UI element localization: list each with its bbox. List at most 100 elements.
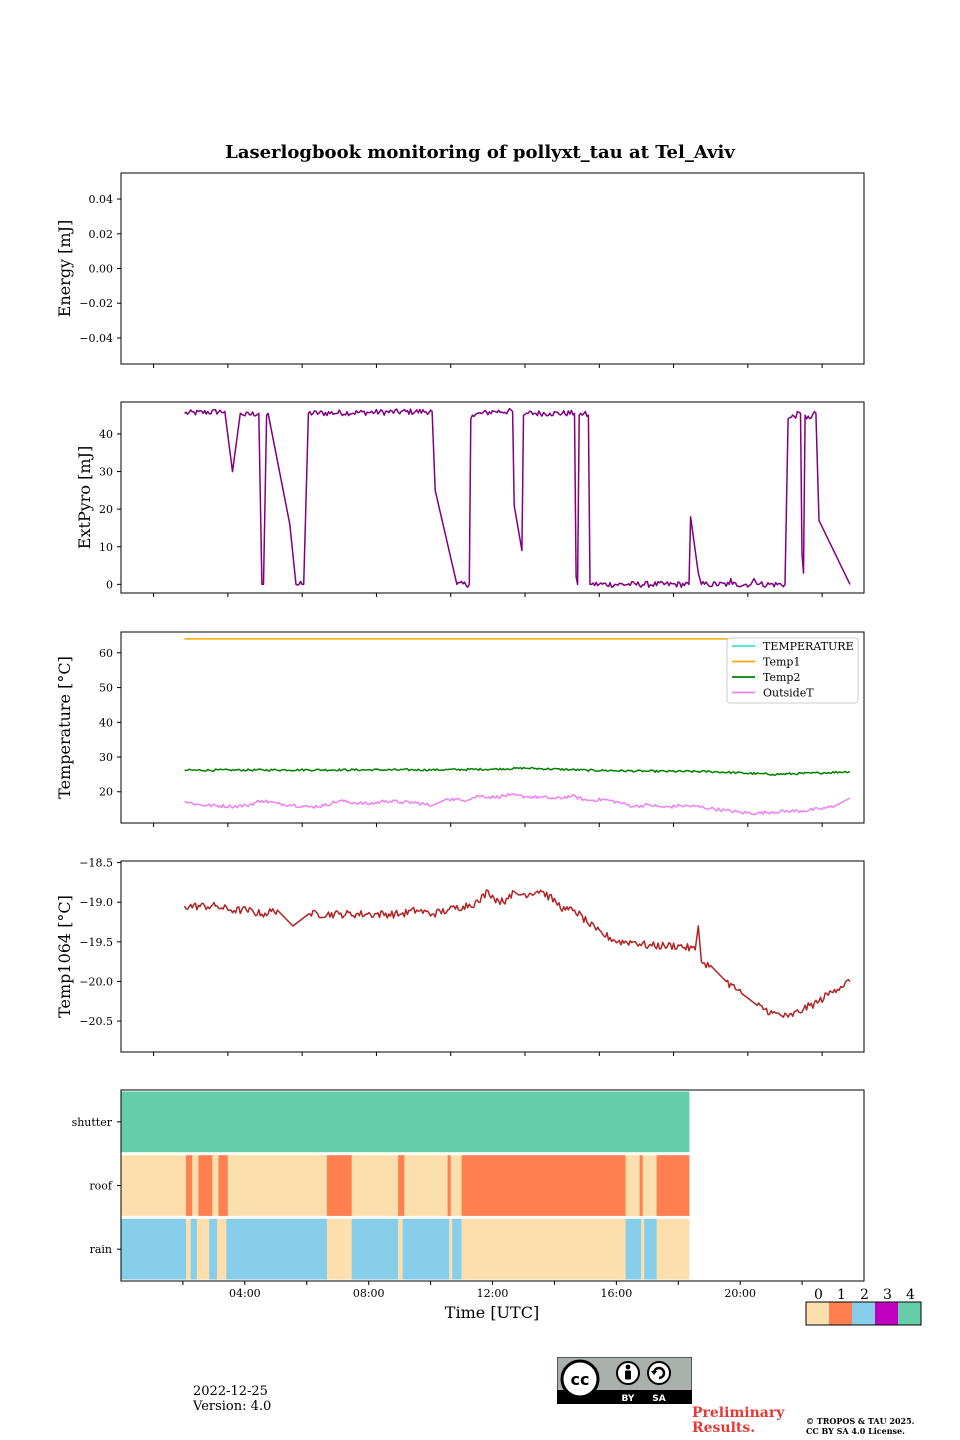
status-segment-rain: [656, 1218, 690, 1280]
status-segment-rain: [461, 1218, 626, 1280]
status-segment-rain: [398, 1218, 403, 1280]
y-tick-label: 0.00: [89, 263, 114, 276]
colorbar-tick-label: 2: [860, 1287, 869, 1303]
sa-share-alike-icon: [647, 1361, 671, 1385]
colorbar-frame: [805, 1301, 922, 1326]
y-tick-label: 60: [99, 647, 113, 660]
status-segment-roof: [192, 1155, 199, 1216]
status-segment-roof: [351, 1155, 399, 1216]
status-segment-rain: [452, 1218, 462, 1280]
colorbar-cell: [898, 1302, 921, 1325]
status-segment-shutter: [121, 1091, 690, 1153]
y-tick-label: 40: [99, 428, 113, 441]
legend-entry: Temp1: [763, 656, 800, 669]
y-tick-label: 0.02: [89, 228, 114, 241]
date-label: 2022-12-25: [193, 1384, 268, 1399]
series-line-outsidet: [184, 792, 851, 816]
legend-entry: TEMPERATURE: [763, 640, 854, 653]
colorbar-cell: [852, 1302, 875, 1325]
colorbar-cell: [829, 1302, 852, 1325]
y-tick-label: 20: [99, 786, 113, 799]
chart-panel-3: 20 30 40 50 60 Temperature [°C] TEMPERATURE Tem…: [55, 631, 865, 827]
status-segment-roof: [642, 1155, 657, 1216]
x-tick-label: 08:00: [353, 1287, 385, 1300]
chart-panel-4: −20.5 −20.0 −19.5 −19.0 −18.5 Temp1064 [°C]: [55, 857, 865, 1056]
series-line-temp2: [184, 766, 851, 776]
colorbar-cell: [875, 1302, 898, 1325]
status-segment-roof: [625, 1155, 640, 1216]
cc-icon: [560, 1359, 600, 1399]
colorbar-cell: [806, 1302, 829, 1325]
legend: TEMPERATURE Temp1 Temp2 OutsideT: [726, 637, 859, 704]
colorbar-tick-label: 0: [814, 1287, 823, 1303]
status-segment-rain: [226, 1218, 328, 1280]
plot-frame: [120, 401, 865, 594]
x-tick-label: 16:00: [601, 1287, 633, 1300]
status-row-label: roof: [89, 1180, 113, 1193]
y-tick-label: −20.5: [79, 1015, 113, 1028]
colorbar-tick-label: 1: [837, 1287, 846, 1303]
chart-panel-status: shutter roof rain 04:00 08:00 12:00 16:00 20:00: [72, 1089, 865, 1300]
status-segment-rain: [209, 1218, 218, 1280]
legend-entry: Temp2: [763, 671, 800, 684]
status-segment-roof: [186, 1155, 193, 1216]
y-tick-label: 40: [99, 716, 113, 729]
series-line-extpyro-mj-: [184, 407, 851, 589]
y-axis-label: Temp1064 [°C]: [55, 895, 74, 1018]
status-segment-roof: [198, 1155, 213, 1216]
figure-title: Laserlogbook monitoring of pollyxt_tau a…: [225, 142, 735, 163]
series-line-temp1064-c-: [183, 889, 851, 1018]
chart-panel-2: 0 10 20 30 40 ExtPyro [mJ]: [75, 401, 865, 597]
status-segment-rain: [641, 1218, 645, 1280]
version-label: Version: 4.0: [193, 1399, 272, 1414]
y-axis-label: Temperature [°C]: [55, 656, 74, 799]
y-tick-label: 0.04: [89, 193, 114, 206]
preliminary-results-line2: Results.: [692, 1420, 756, 1436]
status-row-label: shutter: [72, 1116, 113, 1129]
status-row-label: rain: [90, 1243, 112, 1256]
x-tick-label: 12:00: [477, 1287, 509, 1300]
legend-box: [726, 637, 859, 704]
status-segment-roof: [398, 1155, 405, 1216]
status-segment-roof: [447, 1155, 451, 1216]
y-tick-label: 10: [99, 541, 113, 554]
y-tick-label: 0: [106, 578, 113, 591]
cc-by-label: BY: [622, 1394, 635, 1404]
y-tick-label: −19.5: [79, 936, 113, 949]
x-tick-label: 04:00: [229, 1287, 261, 1300]
y-tick-label: −20.0: [79, 975, 113, 988]
by-attribution-icon: [616, 1361, 640, 1385]
status-segment-rain: [644, 1218, 657, 1280]
status-segment-roof: [218, 1155, 229, 1216]
status-segment-roof: [461, 1155, 626, 1216]
status-segment-roof: [656, 1155, 690, 1216]
y-tick-label: 30: [99, 466, 113, 479]
colorbar-tick-label: 3: [883, 1287, 892, 1303]
y-tick-label: −18.5: [79, 857, 113, 870]
plot-frame: [120, 172, 865, 365]
status-segment-rain: [351, 1218, 399, 1280]
status-segment-rain: [449, 1218, 453, 1280]
preliminary-results-line1: Preliminary: [692, 1405, 785, 1421]
y-tick-label: −0.02: [79, 297, 113, 310]
status-segment-rain: [190, 1218, 198, 1280]
y-tick-label: −0.04: [79, 332, 113, 345]
status-segment-roof: [212, 1155, 219, 1216]
copyright-line2: CC BY SA 4.0 License.: [806, 1426, 905, 1436]
x-axis-label: Time [UTC]: [445, 1303, 539, 1322]
copyright-line1: © TROPOS & TAU 2025.: [806, 1416, 915, 1426]
plot-frame: [120, 860, 865, 1053]
plot-frame: [120, 631, 865, 824]
status-segment-roof: [326, 1155, 352, 1216]
status-segment-roof: [639, 1155, 643, 1216]
y-axis-label: Energy [mJ]: [55, 220, 74, 318]
y-tick-label: −19.0: [79, 896, 113, 909]
y-tick-label: 50: [99, 682, 113, 695]
status-segment-roof: [121, 1155, 187, 1216]
status-segment-rain: [402, 1218, 450, 1280]
status-segment-roof: [450, 1155, 462, 1216]
status-segment-rain: [186, 1218, 191, 1280]
status-segment-rain: [625, 1218, 642, 1280]
y-tick-label: 30: [99, 751, 113, 764]
